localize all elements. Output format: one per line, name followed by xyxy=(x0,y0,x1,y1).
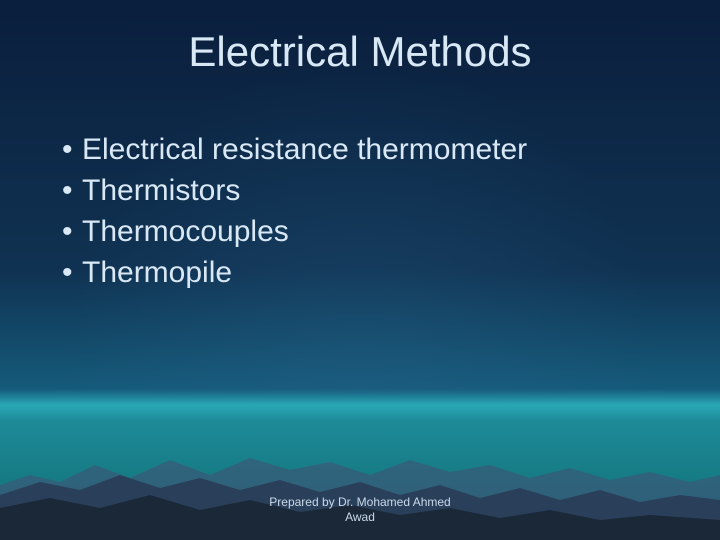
slide-footer: Prepared by Dr. Mohamed Ahmed Awad xyxy=(0,495,720,526)
bullet-dot-icon: • xyxy=(62,130,82,169)
list-item: • Thermocouples xyxy=(62,212,527,251)
bullet-text: Thermocouples xyxy=(82,212,289,251)
bullet-dot-icon: • xyxy=(62,253,82,292)
bullet-dot-icon: • xyxy=(62,171,82,210)
footer-line: Prepared by Dr. Mohamed Ahmed xyxy=(0,495,720,511)
list-item: • Electrical resistance thermometer xyxy=(62,130,527,169)
slide-container: Electrical Methods • Electrical resistan… xyxy=(0,0,720,540)
list-item: • Thermopile xyxy=(62,253,527,292)
bullet-text: Electrical resistance thermometer xyxy=(82,130,527,169)
list-item: • Thermistors xyxy=(62,171,527,210)
bullet-text: Thermistors xyxy=(82,171,240,210)
bullet-dot-icon: • xyxy=(62,212,82,251)
bullet-text: Thermopile xyxy=(82,253,232,292)
bullet-list: • Electrical resistance thermometer • Th… xyxy=(62,130,527,294)
slide-title: Electrical Methods xyxy=(0,28,720,76)
footer-line: Awad xyxy=(0,510,720,526)
